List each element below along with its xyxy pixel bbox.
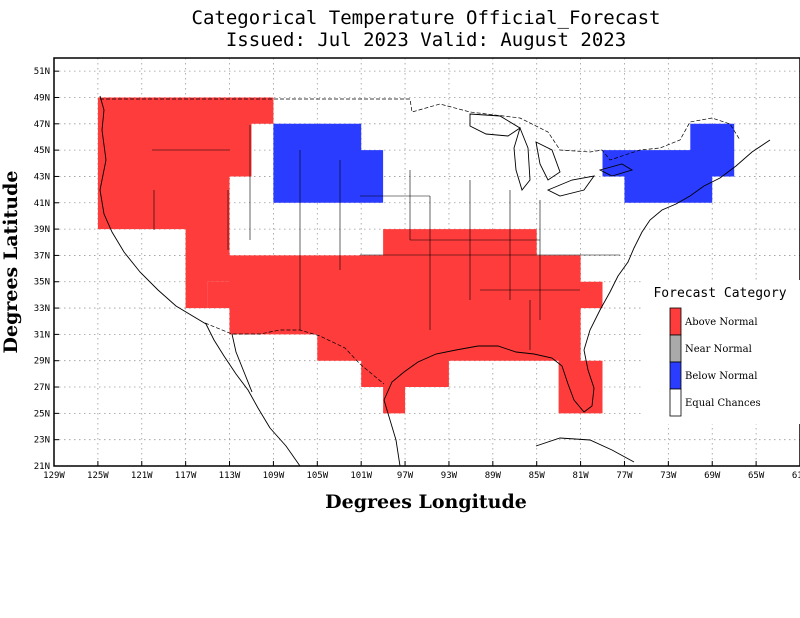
x-tick-label: 129W <box>43 471 65 481</box>
x-tick-label: 89W <box>485 471 502 481</box>
legend-label-above-normal: Above Normal <box>684 317 758 328</box>
y-tick-label: 31N <box>34 330 50 340</box>
x-tick-label: 61W <box>792 471 800 481</box>
x-tick-label: 121W <box>131 471 153 481</box>
legend-title: Forecast Category <box>653 286 786 301</box>
x-tick-label: 85W <box>529 471 546 481</box>
x-tick-label: 73W <box>660 471 677 481</box>
x-axis-label: Degrees Longitude <box>325 491 527 513</box>
y-tick-label: 43N <box>34 172 50 182</box>
legend-swatch-equal-chances <box>669 388 682 417</box>
y-tick-label: 33N <box>34 304 50 314</box>
x-tick-label: 109W <box>263 471 285 481</box>
chart-title: Categorical Temperature Official_Forecas… <box>192 7 661 29</box>
y-axis-label: Degrees Latitude <box>0 171 22 354</box>
y-tick-label: 47N <box>34 120 50 130</box>
region-below-normal-3 <box>273 123 384 203</box>
legend-label-below-normal: Below Normal <box>685 371 757 382</box>
x-tick-label: 77W <box>616 471 633 481</box>
x-tick-label: 65W <box>748 471 765 481</box>
x-tick-label: 69W <box>704 471 721 481</box>
y-tick-label: 25N <box>34 409 50 419</box>
y-tick-label: 45N <box>34 146 50 156</box>
forecast-regions <box>97 97 735 414</box>
basemap-outline <box>99 95 771 467</box>
x-tick-label: 125W <box>87 471 109 481</box>
x-tick-label: 105W <box>306 471 328 481</box>
y-tick-label: 29N <box>34 357 50 367</box>
x-tick-label: 101W <box>350 471 372 481</box>
legend-items: Above Normal Near Normal Below Normal Equal… <box>669 307 761 417</box>
y-tick-label: 41N <box>34 199 50 209</box>
legend: Forecast Category Above Normal Near Norma… <box>642 280 800 424</box>
x-tick-label: 81W <box>572 471 589 481</box>
legend-label-near-normal: Near Normal <box>685 344 752 355</box>
legend-swatch-near-normal <box>669 334 682 363</box>
legend-swatch-above-normal <box>669 307 682 336</box>
x-tick-label: 97W <box>397 471 414 481</box>
y-tick-label: 35N <box>34 278 50 288</box>
y-tick-label: 39N <box>34 225 50 235</box>
x-tick-label: 117W <box>175 471 197 481</box>
x-axis-ticks: 129W 125W 121W 117W 113W 109W 105W 101W 97W 93W 89… <box>43 461 800 481</box>
legend-label-equal-chances: Equal Chances <box>685 398 761 409</box>
y-tick-label: 23N <box>34 436 50 446</box>
y-tick-label: 37N <box>34 251 50 261</box>
y-tick-label: 27N <box>34 383 50 393</box>
legend-background <box>642 280 800 424</box>
region-above-normal-2 <box>207 229 603 414</box>
y-tick-label: 51N <box>34 67 50 77</box>
region-below-normal-4 <box>602 123 735 203</box>
y-axis-ticks: 21N 23N 25N 27N 29N 31N 33N 35N 37N 39N 41N 43N 45N 4… <box>34 67 59 472</box>
x-tick-label: 113W <box>219 471 241 481</box>
chart-subtitle: Issued: Jul 2023 Valid: August 2023 <box>226 29 626 51</box>
plot-frame <box>53 57 800 467</box>
legend-swatch-below-normal <box>669 361 682 390</box>
y-tick-label: 21N <box>34 462 50 472</box>
x-tick-label: 93W <box>441 471 458 481</box>
y-tick-label: 49N <box>34 93 50 103</box>
